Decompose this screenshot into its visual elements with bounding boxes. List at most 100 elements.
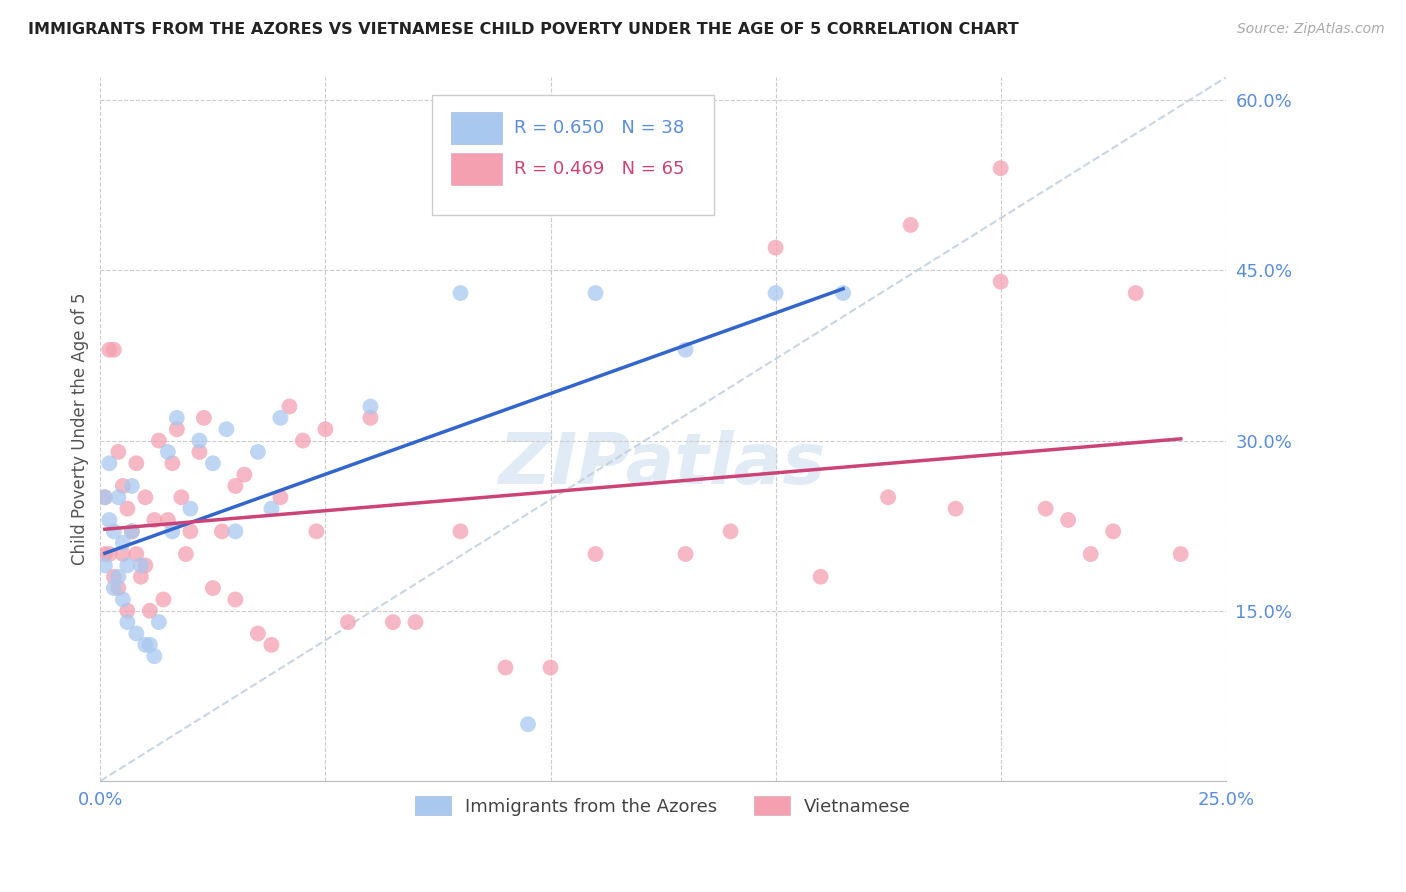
Point (215, 422, 238, 436)
Point (246, 626, 269, 640)
Point (148, 434, 170, 448)
Point (305, 524, 328, 539)
Text: Source: ZipAtlas.com: Source: ZipAtlas.com (1237, 22, 1385, 37)
Point (125, 626, 148, 640)
Point (111, 535, 134, 549)
Point (179, 501, 201, 516)
Point (121, 479, 143, 493)
Point (121, 524, 143, 539)
Point (201, 581, 224, 595)
Point (188, 434, 211, 448)
Text: R = 0.469   N = 65: R = 0.469 N = 65 (515, 160, 685, 178)
FancyBboxPatch shape (451, 112, 502, 144)
Point (1080, 547, 1102, 561)
Point (877, 491, 900, 505)
Point (134, 638, 156, 652)
Point (246, 445, 269, 459)
Point (143, 649, 166, 664)
Point (179, 524, 201, 539)
Point (98, 547, 121, 561)
Point (495, 660, 517, 674)
Point (107, 445, 129, 459)
Point (129, 558, 152, 573)
Point (675, 343, 697, 357)
Point (162, 456, 184, 470)
Point (260, 501, 283, 516)
Point (278, 400, 301, 414)
Point (125, 456, 148, 470)
Point (990, 275, 1012, 289)
Point (129, 570, 152, 584)
Point (945, 501, 967, 516)
Point (450, 524, 472, 539)
Text: IMMIGRANTS FROM THE AZORES VS VIETNAMESE CHILD POVERTY UNDER THE AGE OF 5 CORREL: IMMIGRANTS FROM THE AZORES VS VIETNAMESE… (28, 22, 1019, 37)
Point (139, 604, 162, 618)
Point (832, 286, 855, 301)
Point (381, 615, 404, 629)
Point (94, 491, 117, 505)
Point (174, 547, 197, 561)
Point (134, 558, 156, 573)
Point (224, 479, 246, 493)
Point (540, 660, 562, 674)
FancyBboxPatch shape (432, 95, 714, 215)
Point (260, 638, 283, 652)
Point (404, 615, 426, 629)
Point (233, 467, 256, 482)
Point (103, 524, 125, 539)
Point (107, 570, 129, 584)
Point (193, 410, 215, 425)
Point (156, 445, 179, 459)
Point (111, 547, 134, 561)
Point (450, 286, 472, 301)
Point (224, 592, 246, 607)
Point (107, 491, 129, 505)
Point (585, 286, 607, 301)
Point (314, 422, 336, 436)
Point (1170, 547, 1192, 561)
Point (675, 547, 697, 561)
Point (188, 445, 211, 459)
Point (121, 524, 143, 539)
Point (111, 592, 134, 607)
Point (900, 218, 922, 232)
Point (517, 717, 540, 731)
Point (134, 491, 156, 505)
Point (148, 615, 170, 629)
Point (98, 456, 121, 470)
Point (111, 479, 134, 493)
Point (224, 524, 246, 539)
Point (166, 422, 188, 436)
Point (1057, 513, 1080, 527)
Y-axis label: Child Poverty Under the Age of 5: Child Poverty Under the Age of 5 (72, 293, 89, 566)
Point (98, 343, 121, 357)
Point (1102, 524, 1125, 539)
Point (94, 558, 117, 573)
Point (269, 410, 291, 425)
Point (94, 547, 117, 561)
Point (156, 513, 179, 527)
Point (765, 241, 787, 255)
Point (98, 513, 121, 527)
Point (117, 501, 139, 516)
Point (139, 638, 162, 652)
Point (291, 434, 314, 448)
Point (94, 491, 117, 505)
Point (152, 592, 174, 607)
Point (990, 161, 1012, 176)
FancyBboxPatch shape (451, 153, 502, 185)
Point (162, 524, 184, 539)
Point (1035, 501, 1057, 516)
Point (810, 570, 832, 584)
Point (166, 410, 188, 425)
Point (585, 547, 607, 561)
Point (765, 286, 787, 301)
Legend: Immigrants from the Azores, Vietnamese: Immigrants from the Azores, Vietnamese (406, 788, 920, 825)
Point (107, 581, 129, 595)
Point (117, 615, 139, 629)
Point (359, 410, 381, 425)
Point (1125, 286, 1147, 301)
Point (103, 343, 125, 357)
Point (720, 524, 742, 539)
Point (201, 456, 224, 470)
